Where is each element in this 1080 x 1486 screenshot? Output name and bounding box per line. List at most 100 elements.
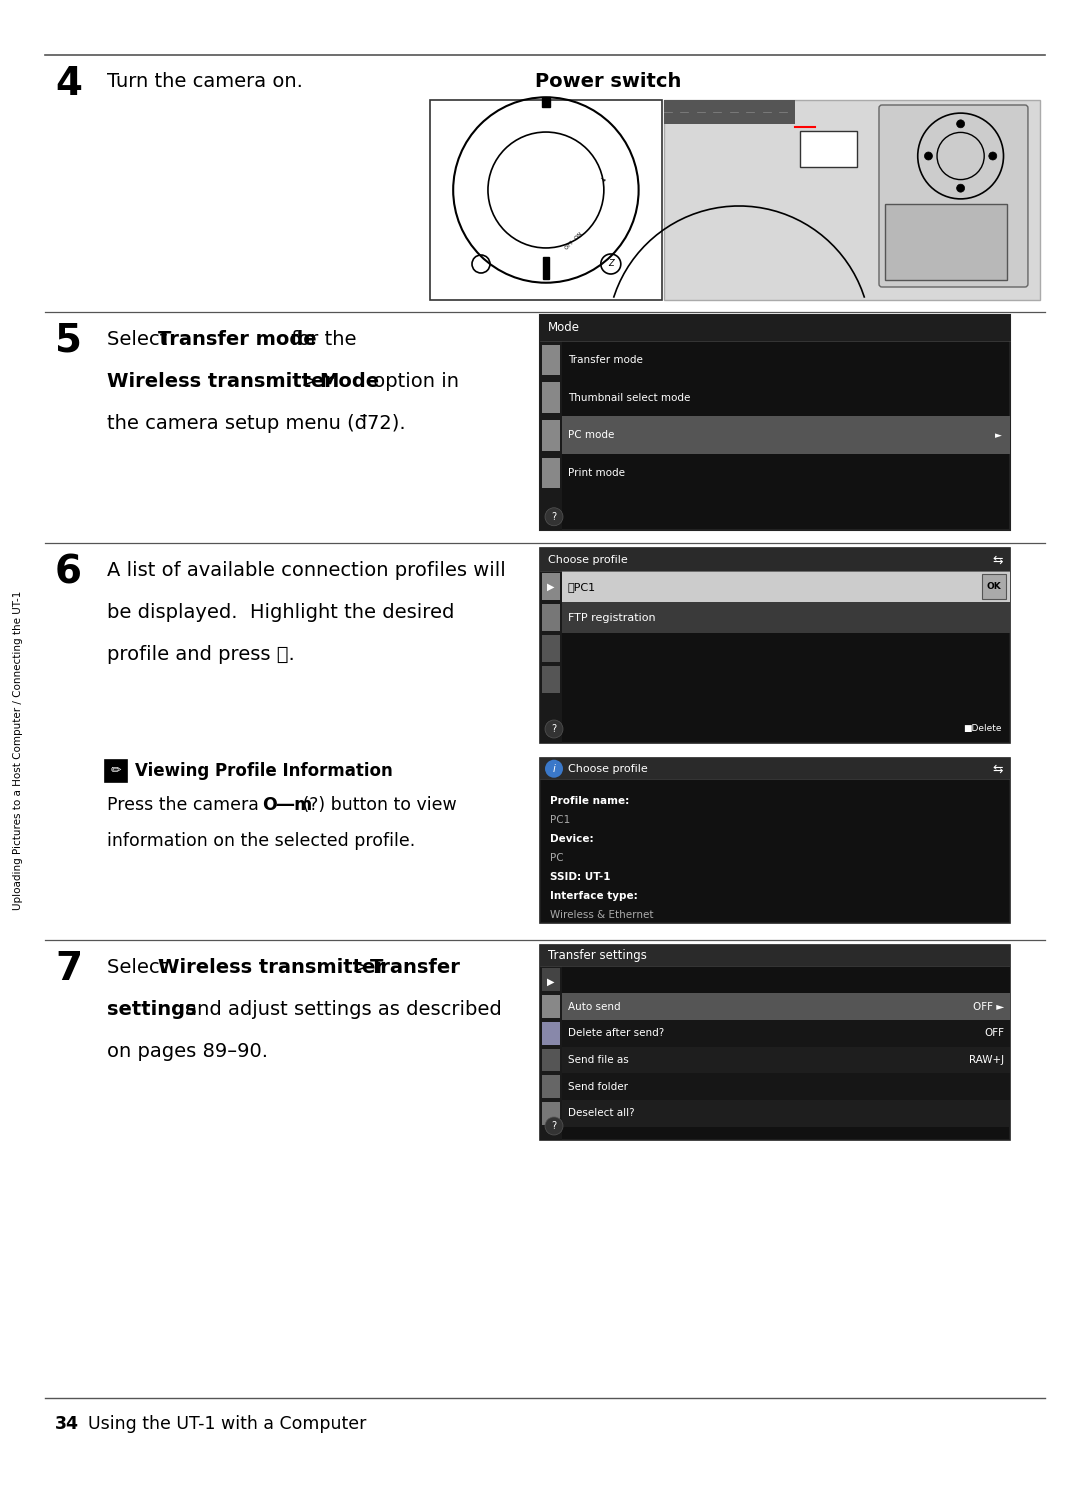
Text: PC: PC [550,853,564,863]
Circle shape [545,759,563,777]
Text: OFF  ON: OFF ON [564,232,583,251]
Text: Viewing Profile Information: Viewing Profile Information [135,762,393,780]
Text: Mode: Mode [548,321,580,334]
FancyBboxPatch shape [542,605,561,632]
Text: >: > [346,958,375,976]
FancyBboxPatch shape [430,100,662,300]
FancyBboxPatch shape [542,574,561,600]
Text: ⇆: ⇆ [993,762,1003,776]
Text: 34: 34 [55,1415,79,1433]
Text: Deselect all?: Deselect all? [568,1109,635,1119]
Text: A list of available connection profiles will: A list of available connection profiles … [107,562,505,580]
Text: OFF ►: OFF ► [973,1002,1004,1012]
FancyBboxPatch shape [105,759,127,782]
Text: (?) button to view: (?) button to view [297,796,457,814]
Text: ►: ► [995,431,1002,440]
Text: and adjust settings as described: and adjust settings as described [179,1000,502,1019]
Text: Interface type:: Interface type: [550,892,638,901]
FancyBboxPatch shape [540,758,1010,780]
Text: Transfer: Transfer [370,958,461,976]
Text: Transfer settings: Transfer settings [548,950,647,963]
Circle shape [488,132,604,248]
Text: Mode: Mode [319,372,379,391]
Text: Delete after send?: Delete after send? [568,1028,664,1039]
Text: Print mode: Print mode [568,468,625,478]
Circle shape [957,120,964,128]
Text: Device:: Device: [550,834,594,844]
Text: Press the camera: Press the camera [107,796,265,814]
Text: Auto send: Auto send [568,1002,621,1012]
Text: ?: ? [552,511,556,522]
Text: Wireless transmitter: Wireless transmitter [107,372,334,391]
Text: option in: option in [367,372,459,391]
FancyBboxPatch shape [542,1022,561,1045]
FancyBboxPatch shape [562,993,1010,1019]
Text: ?: ? [552,724,556,734]
Circle shape [957,184,964,192]
Text: profile and press ⒪.: profile and press ⒪. [107,645,295,664]
Circle shape [545,508,563,526]
Text: ▶: ▶ [548,976,555,987]
Text: Transfer mode: Transfer mode [158,330,316,349]
FancyBboxPatch shape [540,945,1010,1140]
FancyBboxPatch shape [540,340,562,531]
Text: OK: OK [987,583,1001,591]
Text: Wireless transmitter: Wireless transmitter [158,958,384,976]
Text: be displayed.  Highlight the desired: be displayed. Highlight the desired [107,603,455,623]
Circle shape [545,1117,563,1135]
Circle shape [989,152,997,160]
Circle shape [924,152,932,160]
Text: Thumbnail select mode: Thumbnail select mode [568,392,690,403]
FancyBboxPatch shape [542,969,561,991]
FancyBboxPatch shape [542,635,561,663]
FancyBboxPatch shape [562,602,1010,633]
Text: Choose profile: Choose profile [568,764,648,774]
Text: information on the selected profile.: information on the selected profile. [107,832,415,850]
Bar [543,257,549,279]
Text: 4: 4 [55,65,82,103]
Text: Select: Select [107,958,174,976]
Text: settings: settings [107,1000,197,1019]
Text: RAW+J: RAW+J [969,1055,1004,1065]
FancyBboxPatch shape [800,131,856,168]
Text: the camera setup menu (đ72).: the camera setup menu (đ72). [107,415,406,432]
Text: ■Delete: ■Delete [963,725,1002,734]
Text: i: i [553,764,555,774]
Text: Uploading Pictures to a Host Computer / Connecting the UT-1: Uploading Pictures to a Host Computer / … [13,590,23,909]
FancyBboxPatch shape [982,575,1005,599]
FancyBboxPatch shape [562,1073,1010,1100]
FancyBboxPatch shape [562,1046,1010,1073]
FancyBboxPatch shape [542,666,561,692]
Text: FTP registration: FTP registration [568,612,656,623]
FancyBboxPatch shape [562,1100,1010,1126]
Text: Profile name:: Profile name: [550,796,630,805]
Text: 5: 5 [55,322,82,360]
FancyBboxPatch shape [885,204,1007,279]
FancyBboxPatch shape [664,100,796,123]
Text: ⇆: ⇆ [993,553,1003,566]
Text: 6: 6 [55,553,82,591]
Text: ?: ? [552,1120,556,1131]
Text: OFF: OFF [984,1028,1004,1039]
FancyBboxPatch shape [542,345,561,374]
Text: Using the UT-1 with a Computer: Using the UT-1 with a Computer [87,1415,366,1433]
FancyBboxPatch shape [542,996,561,1018]
Bar [542,97,550,107]
Text: Wireless & Ethernet: Wireless & Ethernet [550,911,653,920]
FancyBboxPatch shape [562,966,1010,993]
Text: O―m: O―m [262,796,312,814]
Text: for the: for the [285,330,356,349]
Text: Turn the camera on.: Turn the camera on. [107,71,302,91]
Text: Send file as: Send file as [568,1055,629,1065]
Text: >: > [295,372,324,391]
Text: Transfer mode: Transfer mode [568,355,643,364]
Text: PC1: PC1 [550,814,570,825]
FancyBboxPatch shape [540,945,1010,966]
FancyBboxPatch shape [562,1019,1010,1046]
Text: ▶: ▶ [548,581,555,591]
FancyBboxPatch shape [540,966,562,1140]
FancyBboxPatch shape [540,315,1010,531]
Text: Power switch: Power switch [535,71,681,91]
Text: →: → [597,177,606,184]
Text: Select: Select [107,330,174,349]
